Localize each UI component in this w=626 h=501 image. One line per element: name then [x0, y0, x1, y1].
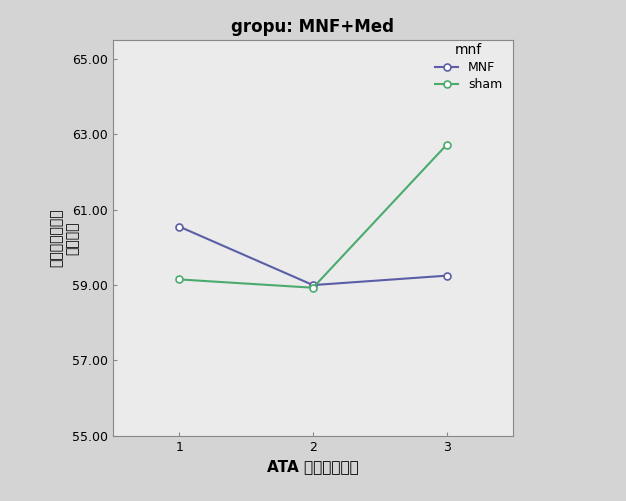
Line: sham: sham — [176, 141, 450, 291]
Title: gropu: MNF+Med: gropu: MNF+Med — [232, 18, 394, 36]
Y-axis label: 평균반응시간의
표준편차: 평균반응시간의 표준편차 — [50, 208, 80, 268]
Legend: MNF, sham: MNF, sham — [430, 39, 507, 96]
sham — [176, 277, 183, 283]
MNF — [443, 273, 450, 279]
sham — [443, 142, 450, 148]
MNF — [309, 282, 317, 288]
MNF — [176, 223, 183, 229]
Line: MNF: MNF — [176, 223, 450, 289]
X-axis label: ATA 시각반응편차: ATA 시각반응편차 — [267, 459, 359, 474]
sham — [309, 285, 317, 291]
